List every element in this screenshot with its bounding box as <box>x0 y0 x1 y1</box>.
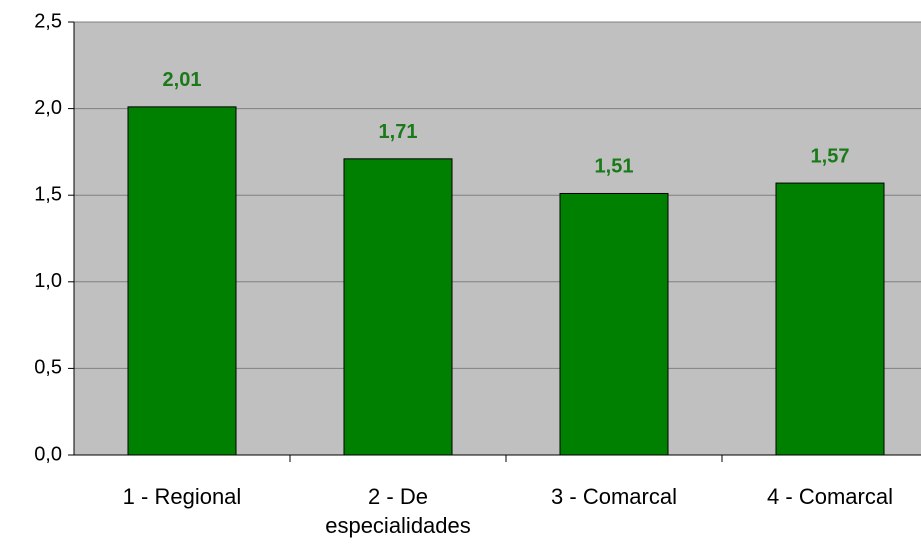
y-tick-label: 0,0 <box>34 443 62 465</box>
value-label: 1,51 <box>595 156 634 178</box>
x-tick-label: 3 - Comarcal <box>551 484 677 509</box>
y-tick-label: 1,0 <box>34 270 62 292</box>
bar <box>775 182 885 456</box>
value-label: 2,01 <box>163 69 202 91</box>
bar <box>343 158 453 456</box>
y-tick-label: 2,5 <box>34 10 62 32</box>
bar <box>559 192 669 456</box>
y-tick-label: 0,5 <box>34 357 62 379</box>
bar <box>127 106 237 456</box>
y-tick-label: 1,5 <box>34 183 62 205</box>
value-label: 1,57 <box>811 145 850 167</box>
value-label: 1,71 <box>379 121 418 143</box>
x-tick-label: 2 - De especialidades <box>325 484 471 538</box>
x-tick-label: 1 - Regional <box>122 484 242 509</box>
x-tick-label: 4 - Comarcal <box>767 484 893 509</box>
y-tick-label: 2,0 <box>34 97 62 119</box>
